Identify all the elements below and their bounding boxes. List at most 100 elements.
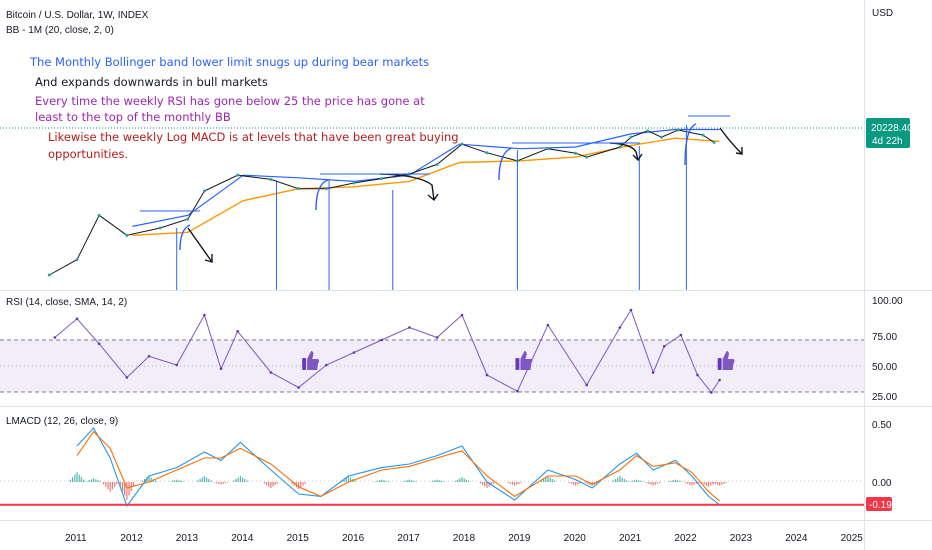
- price-point: [629, 135, 633, 139]
- price-point: [646, 129, 650, 133]
- annotation-arrow: [609, 142, 643, 162]
- price-point: [701, 133, 705, 137]
- year-tick-2021: 2021: [619, 533, 642, 544]
- rsi-point: [710, 391, 713, 394]
- rsi-point: [718, 378, 721, 382]
- year-tick-2020: 2020: [564, 533, 587, 544]
- price-point: [585, 155, 589, 159]
- rsi-tick-50: 50.00: [872, 362, 897, 373]
- lmacd-signal-line: [76, 430, 720, 502]
- rsi-point: [696, 373, 699, 377]
- rsi-point: [380, 338, 384, 342]
- price-point: [712, 140, 716, 144]
- lmacd-label: LMACD (12, 26, close, 9): [6, 416, 118, 427]
- rsi-point: [75, 317, 79, 321]
- year-tick-2018: 2018: [453, 533, 476, 544]
- annotation-curve: [315, 179, 329, 211]
- annotation-curve: [498, 147, 513, 181]
- rsi-point: [236, 329, 239, 333]
- rsi-point: [125, 376, 129, 379]
- thumbs-up-icon: [717, 351, 735, 370]
- rsi-point: [485, 373, 489, 377]
- price-point: [546, 147, 550, 151]
- time-axis: 2011 2012 2013 2014 2015 2016 2017 2018 2019 2020…: [65, 533, 863, 544]
- rsi-point: [546, 323, 550, 327]
- price-series: [47, 128, 716, 277]
- rsi-point: [618, 326, 622, 329]
- rsi-label: RSI (14, close, SMA, 14, 2): [6, 297, 127, 308]
- price-line: [49, 129, 715, 276]
- year-tick-2022: 2022: [674, 533, 697, 544]
- price-point: [352, 181, 356, 185]
- year-tick-2023: 2023: [730, 533, 753, 544]
- price-point: [659, 135, 663, 139]
- rsi-point: [297, 386, 300, 389]
- year-tick-2016: 2016: [342, 533, 365, 544]
- price-point: [236, 173, 240, 177]
- rsi-series: [53, 308, 721, 394]
- price-point: [202, 189, 206, 193]
- annotation-arrow: [719, 127, 743, 155]
- annotation-macd-line2: opportunities.: [48, 147, 128, 161]
- annotation-bb-bear: The Monthly Bollinger band lower limit s…: [29, 55, 429, 69]
- annotation-macd-line1: Likewise the weekly Log MACD is at level…: [48, 130, 459, 144]
- rsi-point: [435, 336, 439, 339]
- annotation-rsi-line1: Every time the weekly RSI has gone below…: [35, 94, 425, 108]
- price-point: [75, 258, 79, 262]
- lmacd-level-tag: -0.19: [866, 497, 892, 511]
- rsi-point: [53, 336, 57, 339]
- year-tick-2024: 2024: [785, 533, 808, 544]
- rsi-point: [408, 326, 411, 329]
- bb-lower-band: [132, 137, 720, 236]
- rsi-point: [629, 308, 633, 312]
- symbol-title: Bitcoin / U.S. Dollar, 1W, INDEX: [6, 10, 149, 21]
- rsi-point: [460, 313, 464, 317]
- price-point: [380, 177, 384, 181]
- year-tick-2012: 2012: [120, 533, 143, 544]
- year-tick-2013: 2013: [176, 533, 199, 544]
- bb-lower-line: [132, 137, 720, 236]
- rsi-point: [175, 363, 179, 367]
- rsi-point: [97, 342, 101, 346]
- lmacd-histogram: [69, 472, 727, 500]
- price-point: [574, 151, 578, 155]
- price-point: [47, 273, 51, 277]
- price-point: [460, 142, 464, 146]
- price-point: [297, 187, 301, 191]
- price-point: [485, 151, 489, 155]
- lmacd-tick-050: 0.50: [872, 420, 892, 431]
- year-tick-2015: 2015: [287, 533, 310, 544]
- last-price-value: 20228.40: [871, 123, 913, 134]
- bb-upper-band: [132, 128, 720, 227]
- annotation-rsi-line2: least to the top of the monthly BB: [35, 110, 231, 124]
- rsi-tick-75: 75.00: [872, 332, 897, 343]
- bb-upper-line: [132, 128, 720, 227]
- bb-indicator-label: BB - 1M (20, close, 2, 0): [6, 25, 114, 36]
- last-price-tag: 20228.40 4d 22h: [866, 118, 913, 148]
- rsi-point: [352, 351, 356, 354]
- price-point: [676, 128, 680, 132]
- rsi-tick-25: 25.00: [872, 392, 897, 403]
- annotation-drawings: [140, 115, 743, 290]
- thumbs-up-icon: [302, 351, 320, 370]
- price-point: [618, 145, 622, 149]
- thumbs-up-icon: [515, 351, 533, 370]
- price-point: [125, 233, 129, 237]
- price-point: [269, 177, 273, 181]
- lmacd-tick-000: 0.00: [872, 478, 892, 489]
- price-point: [435, 162, 439, 166]
- annotation-curve: [179, 224, 191, 251]
- rsi-point: [679, 333, 683, 337]
- lmacd-series: [76, 427, 720, 508]
- rsi-point: [219, 367, 223, 371]
- rsi-point: [585, 383, 588, 387]
- annotation-arrow: [187, 227, 213, 263]
- annotation-curve: [684, 123, 697, 166]
- rsi-point: [516, 389, 519, 393]
- annotation-texts: The Monthly Bollinger band lower limit s…: [29, 55, 459, 161]
- rsi-tick-100: 100.00: [872, 296, 903, 307]
- price-point: [324, 187, 328, 191]
- year-tick-2014: 2014: [231, 533, 254, 544]
